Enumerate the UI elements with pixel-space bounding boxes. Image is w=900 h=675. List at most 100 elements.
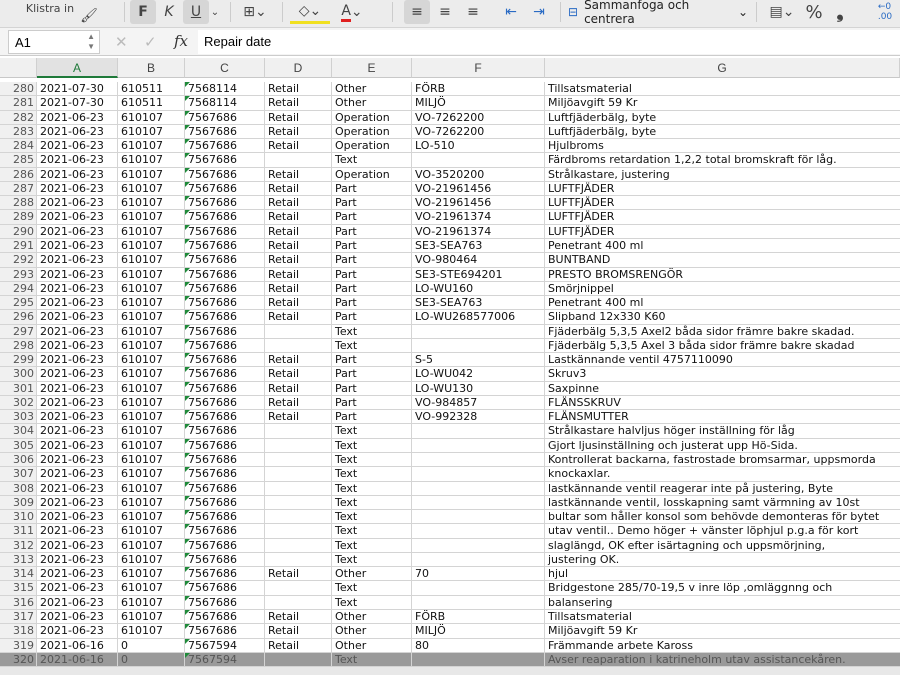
description-cell[interactable]: Avser reaparation i katrineholm utav ass…	[545, 652, 900, 668]
number-format-button[interactable]: ▤⌄	[769, 4, 795, 20]
description-cell[interactable]: Strålkastare halvljus höger inställning …	[545, 424, 900, 439]
customer-cell[interactable]: 610107	[118, 296, 185, 311]
order-cell[interactable]: 7567686	[185, 538, 265, 553]
type-cell[interactable]: Retail	[265, 567, 332, 582]
order-cell[interactable]: 7567594	[185, 652, 265, 668]
customer-cell[interactable]: 610107	[118, 238, 185, 254]
type-cell[interactable]: Retail	[265, 381, 332, 396]
category-cell[interactable]: Operation	[332, 139, 412, 154]
type-cell[interactable]	[265, 581, 332, 596]
description-cell[interactable]: BUNTBAND	[545, 253, 900, 268]
description-cell[interactable]: Smörjnippel	[545, 282, 900, 297]
increase-decimal-button[interactable]: ←0.00	[877, 2, 893, 22]
repair-date-cell[interactable]: 2021-06-23	[37, 595, 118, 610]
description-cell[interactable]: slaglängd, OK efter isärtagning och upps…	[545, 539, 900, 553]
column-header-c[interactable]: C	[185, 58, 265, 78]
repair-date-cell[interactable]: 2021-06-23	[37, 495, 118, 511]
category-cell[interactable]: Part	[332, 410, 412, 425]
repair-date-cell[interactable]: 2021-06-23	[37, 238, 118, 254]
code-cell[interactable]: VO-3520200	[412, 167, 545, 182]
category-cell[interactable]: Text	[332, 453, 412, 468]
description-cell[interactable]: Hjulbroms	[545, 139, 900, 154]
type-cell[interactable]: Retail	[265, 395, 332, 411]
category-cell[interactable]: Operation	[332, 167, 412, 182]
description-cell[interactable]: LUFTFJÄDER	[545, 210, 900, 225]
order-cell[interactable]: 7567686	[185, 495, 265, 511]
description-cell[interactable]: Gjort ljusinställning och justerat upp H…	[545, 439, 900, 454]
italic-button[interactable]: K	[164, 4, 174, 20]
description-cell[interactable]: Saxpinne	[545, 382, 900, 396]
category-cell[interactable]: Operation	[332, 124, 412, 140]
repair-date-cell[interactable]: 2021-06-23	[37, 524, 118, 539]
category-cell[interactable]: Part	[332, 238, 412, 254]
repair-date-cell[interactable]: 2021-06-23	[37, 381, 118, 396]
order-cell[interactable]: 7567686	[185, 467, 265, 482]
type-cell[interactable]	[265, 495, 332, 511]
customer-cell[interactable]: 610107	[118, 495, 185, 511]
category-cell[interactable]: Text	[332, 424, 412, 439]
code-cell[interactable]: FÖRB	[412, 609, 545, 625]
repair-date-cell[interactable]: 2021-06-16	[37, 638, 118, 653]
type-cell[interactable]: Retail	[265, 139, 332, 154]
order-cell[interactable]: 7567686	[185, 353, 265, 368]
customer-cell[interactable]: 610107	[118, 253, 185, 268]
repair-date-cell[interactable]: 2021-06-23	[37, 438, 118, 454]
type-cell[interactable]	[265, 324, 332, 339]
repair-date-cell[interactable]: 2021-06-23	[37, 153, 118, 168]
customer-cell[interactable]: 610107	[118, 453, 185, 468]
order-cell[interactable]: 7567686	[185, 510, 265, 525]
type-cell[interactable]: Retail	[265, 110, 332, 125]
description-cell[interactable]: Strålkastare, justering	[545, 168, 900, 182]
repair-date-cell[interactable]: 2021-06-23	[37, 181, 118, 197]
customer-cell[interactable]: 610107	[118, 467, 185, 482]
align-center-button[interactable]: ≡	[439, 4, 451, 20]
repair-date-cell[interactable]: 2021-06-23	[37, 296, 118, 311]
order-cell[interactable]: 7567686	[185, 310, 265, 325]
code-cell[interactable]: VO-21961374	[412, 224, 545, 239]
customer-cell[interactable]: 610107	[118, 438, 185, 454]
code-cell[interactable]	[412, 324, 545, 339]
category-cell[interactable]: Part	[332, 210, 412, 225]
order-cell[interactable]: 7567686	[185, 395, 265, 411]
repair-date-cell[interactable]: 2021-06-23	[37, 538, 118, 553]
category-cell[interactable]: Part	[332, 196, 412, 211]
code-cell[interactable]	[412, 453, 545, 468]
description-cell[interactable]: Färdbroms retardation 1,2,2 total bromsk…	[545, 153, 900, 168]
description-cell[interactable]: bultar som håller konsol som behövde dem…	[545, 510, 900, 525]
type-cell[interactable]	[265, 453, 332, 468]
code-cell[interactable]: LO-510	[412, 139, 545, 154]
repair-date-cell[interactable]: 2021-06-16	[37, 652, 118, 668]
category-cell[interactable]: Text	[332, 652, 412, 668]
order-cell[interactable]: 7567686	[185, 424, 265, 439]
category-cell[interactable]: Text	[332, 438, 412, 454]
category-cell[interactable]: Text	[332, 481, 412, 496]
category-cell[interactable]: Part	[332, 353, 412, 368]
type-cell[interactable]: Retail	[265, 310, 332, 325]
code-cell[interactable]: VO-992328	[412, 410, 545, 425]
repair-date-cell[interactable]: 2021-06-23	[37, 410, 118, 425]
code-cell[interactable]: LO-WU130	[412, 381, 545, 396]
name-box[interactable]: A1 ▲ ▼	[8, 30, 100, 54]
type-cell[interactable]: Retail	[265, 624, 332, 639]
type-cell[interactable]	[265, 552, 332, 568]
customer-cell[interactable]: 610107	[118, 124, 185, 140]
description-cell[interactable]: Luftfjäderbälg, byte	[545, 125, 900, 140]
order-cell[interactable]: 7567686	[185, 338, 265, 354]
repair-date-cell[interactable]: 2021-06-23	[37, 139, 118, 154]
order-cell[interactable]: 7567686	[185, 324, 265, 339]
repair-date-cell[interactable]: 2021-06-23	[37, 196, 118, 211]
category-cell[interactable]: Text	[332, 524, 412, 539]
code-cell[interactable]	[412, 510, 545, 525]
code-cell[interactable]: MILJÖ	[412, 96, 545, 111]
description-cell[interactable]: lastkännande ventil, losskapning samt vä…	[545, 496, 900, 511]
align-left-button[interactable]: ≡	[404, 0, 430, 24]
customer-cell[interactable]: 610107	[118, 196, 185, 211]
type-cell[interactable]: Retail	[265, 638, 332, 653]
customer-cell[interactable]: 610107	[118, 181, 185, 197]
code-cell[interactable]: VO-7262200	[412, 124, 545, 140]
type-cell[interactable]	[265, 153, 332, 168]
category-cell[interactable]: Other	[332, 609, 412, 625]
order-cell[interactable]: 7567686	[185, 296, 265, 311]
code-cell[interactable]	[412, 338, 545, 354]
order-cell[interactable]: 7567686	[185, 253, 265, 268]
